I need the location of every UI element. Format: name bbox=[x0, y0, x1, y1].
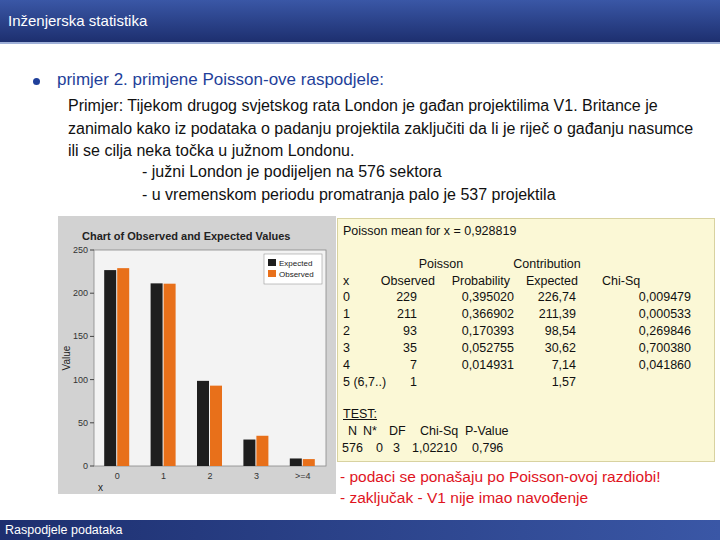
stats-cell: 0,700380 bbox=[639, 341, 691, 355]
plot-area bbox=[94, 250, 326, 466]
bar bbox=[151, 283, 163, 466]
stats-cell: 0,170393 bbox=[462, 324, 514, 338]
stats-cell: 93 bbox=[403, 324, 417, 338]
x-axis-label: x bbox=[98, 482, 103, 493]
y-tick-label: 0 bbox=[83, 461, 88, 471]
test-header: Chi-Sq bbox=[420, 424, 458, 438]
y-tick-label: 50 bbox=[78, 418, 88, 428]
stats-cell: 211 bbox=[397, 307, 417, 321]
bar bbox=[210, 386, 222, 466]
header-bar: Inženjerska statistika bbox=[0, 0, 720, 44]
stats-cell: 7 bbox=[410, 358, 417, 372]
bar bbox=[197, 381, 209, 466]
conclusion: - podaci se ponašaju po Poisson-ovoj raz… bbox=[340, 468, 661, 486]
stats-cell: 0,014931 bbox=[462, 358, 514, 372]
stats-cell: 0,009479 bbox=[639, 290, 691, 304]
conclusion: - zaključak - V1 nije imao navođenje bbox=[340, 489, 588, 507]
stats-cell: 98,54 bbox=[545, 324, 576, 338]
stats-cell: 229 bbox=[396, 290, 417, 304]
footer-text: Raspodjele podataka bbox=[5, 523, 122, 537]
test-value: 576 bbox=[342, 441, 363, 455]
legend: Expected Observed bbox=[264, 254, 322, 284]
bar bbox=[164, 284, 176, 466]
test-header: N bbox=[348, 424, 357, 438]
stats-cell: 3 bbox=[343, 341, 350, 355]
stats-cell: 0 bbox=[343, 290, 350, 304]
y-tick bbox=[90, 293, 94, 294]
x-tick-label: 1 bbox=[161, 471, 166, 481]
point: - južni London je podijeljen na 576 sekt… bbox=[142, 163, 442, 181]
chart-panel bbox=[58, 216, 336, 494]
bullet-text: primjer 2. primjene Poisson-ove raspodje… bbox=[57, 70, 384, 90]
stats-cell: 0,041860 bbox=[639, 358, 691, 372]
test-value: 1,02210 bbox=[412, 441, 457, 455]
test-title: TEST: bbox=[343, 407, 377, 421]
y-tick-label: 200 bbox=[73, 288, 88, 298]
chart-title: Chart of Observed and Expected Values bbox=[82, 230, 290, 242]
y-tick-label: 100 bbox=[73, 375, 88, 385]
x-tick-label: >=4 bbox=[295, 471, 311, 481]
stats-cell: 35 bbox=[403, 341, 417, 355]
bar bbox=[303, 459, 315, 466]
bar bbox=[290, 458, 302, 466]
bar bbox=[104, 270, 116, 466]
stats-cell: 7,14 bbox=[552, 358, 576, 372]
stats-cell: 0,000533 bbox=[639, 307, 691, 321]
stats-cell: 0,366902 bbox=[462, 307, 514, 321]
y-tick-label: 250 bbox=[73, 245, 88, 255]
bar bbox=[117, 268, 129, 466]
legend-swatch bbox=[268, 259, 276, 266]
stats-cell: 4 bbox=[343, 358, 350, 372]
y-tick bbox=[90, 422, 94, 423]
stats-mean: Poisson mean for x = 0,928819 bbox=[343, 224, 516, 238]
x-tick-label: 0 bbox=[115, 471, 120, 481]
x-tick-label: 2 bbox=[207, 471, 212, 481]
y-tick bbox=[90, 250, 94, 251]
x-tick-label: 3 bbox=[254, 471, 259, 481]
paragraph: Primjer: Tijekom drugog svjetskog rata L… bbox=[68, 95, 708, 163]
test-value: 3 bbox=[393, 441, 400, 455]
bullet-dot bbox=[33, 78, 40, 85]
legend-box bbox=[264, 254, 322, 284]
stats-header: Chi-Sq bbox=[602, 274, 640, 288]
stats-header-top: Contribution bbox=[513, 257, 580, 271]
stats-cell: 211,39 bbox=[539, 307, 576, 321]
stats-cell: 0,395020 bbox=[462, 290, 514, 304]
bar bbox=[243, 440, 255, 466]
bars bbox=[104, 268, 315, 466]
point: - u vremenskom periodu promatranja palo … bbox=[142, 186, 556, 204]
test-value: 0,796 bbox=[472, 441, 503, 455]
stats-cell: 0,052755 bbox=[462, 341, 514, 355]
test-header: N* bbox=[363, 424, 377, 438]
chart: Chart of Observed and Expected Values 0 50… bbox=[58, 216, 336, 494]
stats-cell: 1,57 bbox=[552, 375, 576, 389]
stats-header: Observed bbox=[381, 274, 435, 288]
stats-cell: 226,74 bbox=[538, 290, 576, 304]
stats-cell: 1 bbox=[410, 375, 417, 389]
test-value: 0 bbox=[376, 441, 383, 455]
stats-header-top: Poisson bbox=[419, 257, 463, 271]
header-title: Inženjerska statistika bbox=[8, 12, 147, 29]
y-tick bbox=[90, 379, 94, 380]
stats-header: Expected bbox=[526, 274, 578, 288]
y-tick bbox=[90, 336, 94, 337]
y-tick-label: 150 bbox=[73, 331, 88, 341]
stats-header: Probability bbox=[452, 274, 510, 288]
stats-header: x bbox=[343, 274, 349, 288]
stats-cell: 1 bbox=[343, 307, 350, 321]
stats-cell: 2 bbox=[343, 324, 350, 338]
bar bbox=[256, 436, 268, 466]
footer-bar: Raspodjele podataka bbox=[0, 520, 720, 540]
test-header: P-Value bbox=[465, 424, 509, 438]
stats-cell: 5 (6,7..) bbox=[343, 375, 386, 389]
legend-swatch bbox=[268, 270, 276, 277]
test-header: DF bbox=[389, 424, 406, 438]
y-axis-label: Value bbox=[61, 345, 72, 370]
legend-label: Expected bbox=[279, 259, 312, 268]
y-tick bbox=[90, 466, 94, 467]
stats-cell: 0,269846 bbox=[639, 324, 691, 338]
legend-label: Observed bbox=[279, 270, 314, 279]
stats-box: Poisson mean for x = 0,928819 Poisson Cont… bbox=[337, 218, 715, 462]
stats-cell: 30,62 bbox=[545, 341, 576, 355]
